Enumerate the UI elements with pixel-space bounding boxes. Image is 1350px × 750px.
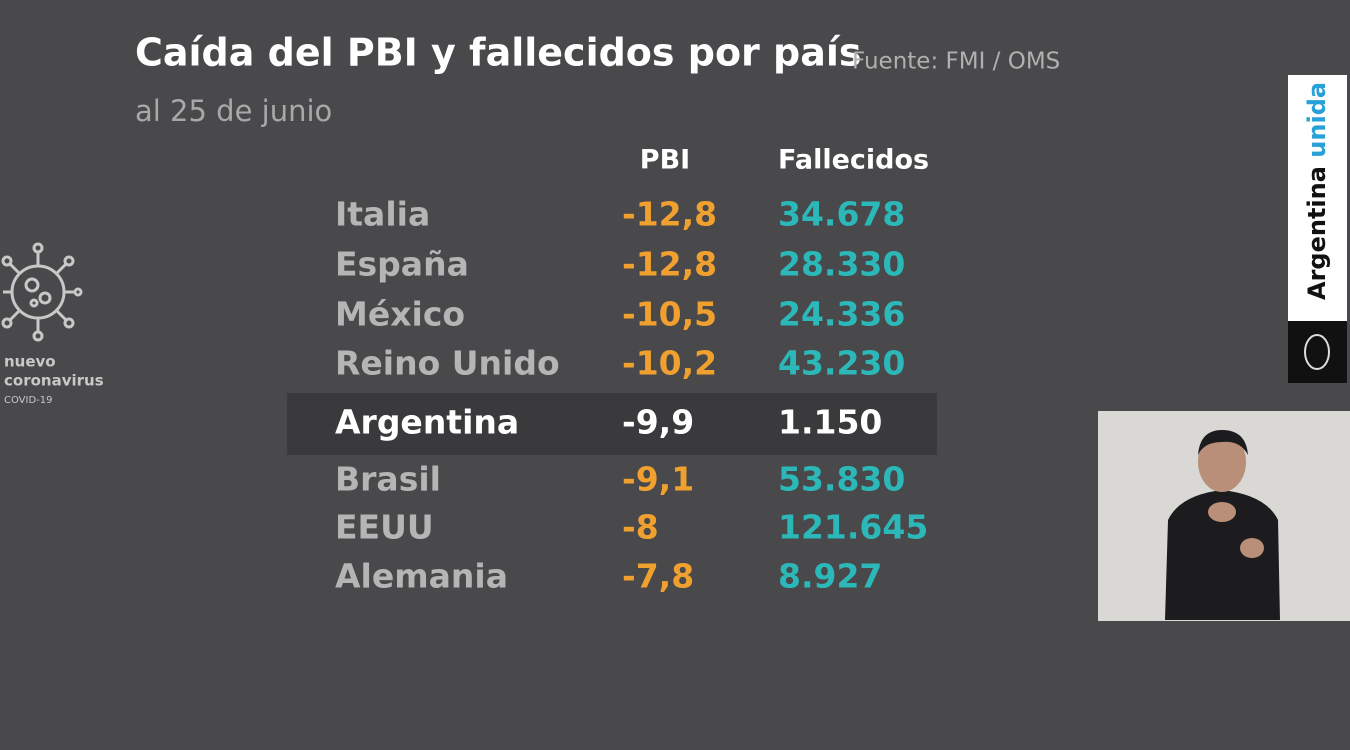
logo-text: nuevo [4, 353, 56, 371]
logo-text: coronavirus [4, 372, 104, 390]
emblem-box [1288, 321, 1347, 383]
banner-box [1288, 75, 1347, 321]
deaths-value: 121.645 [778, 508, 928, 547]
logo-text: COVID-19 [4, 395, 53, 406]
deaths-value: 24.336 [778, 295, 905, 334]
banner-word: unida [1303, 82, 1331, 158]
country: EEUU [335, 508, 434, 547]
emblem [1304, 334, 1330, 370]
deaths-value: 34.678 [778, 195, 905, 234]
deaths-value: 1.150 [778, 403, 882, 442]
column-header: PBI [640, 145, 690, 176]
pbi-value: -9,9 [622, 403, 694, 442]
pbi-value: -9,1 [622, 460, 694, 499]
subtitle: al 25 de junio [135, 94, 332, 128]
virus-icon [1, 242, 83, 342]
pbi-value: -10,2 [622, 344, 717, 383]
country: México [335, 295, 465, 334]
pbi-value: -12,8 [622, 195, 717, 234]
deaths-value: 53.830 [778, 460, 905, 499]
pbi-value: -8 [622, 508, 659, 547]
pbi-value: -12,8 [622, 245, 717, 284]
pbi-value: -10,5 [622, 295, 717, 334]
deaths-value: 8.927 [778, 557, 882, 596]
highlight-row [287, 393, 937, 455]
source: Fuente: FMI / OMS [852, 49, 1060, 75]
title: Caída del PBI y fallecidos por país [135, 31, 862, 75]
interpreter [1165, 430, 1280, 620]
deaths-value: 43.230 [778, 344, 905, 383]
country: Italia [335, 195, 430, 234]
country: España [335, 245, 469, 284]
country: Brasil [335, 460, 441, 499]
column-header: Fallecidos [778, 145, 929, 176]
country: Alemania [335, 557, 508, 596]
deaths-value: 28.330 [778, 245, 905, 284]
country: Reino Unido [335, 344, 560, 383]
table: PBI Fallecidos Italia -12,8 34.678 España -12,… [287, 145, 937, 596]
country: Argentina [335, 403, 519, 442]
banner-word: Argentina [1303, 166, 1331, 300]
pbi-value: -7,8 [622, 557, 694, 596]
banner-text: Argentina unida [1303, 82, 1331, 300]
